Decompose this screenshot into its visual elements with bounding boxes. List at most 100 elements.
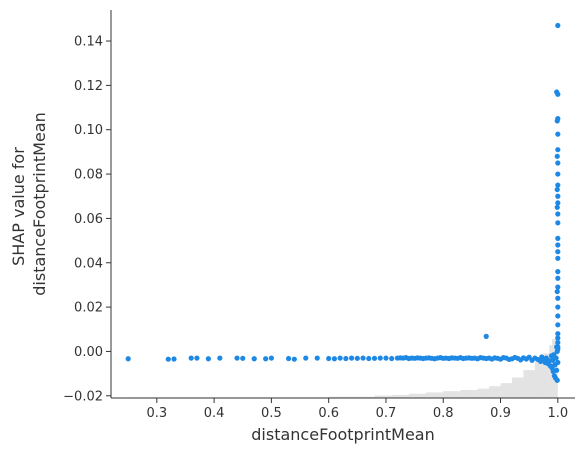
- scatter-points-layer: [125, 22, 561, 383]
- y-tick-label: 0.10: [74, 123, 103, 138]
- y-tick-label: 0.02: [74, 301, 103, 316]
- data-point: [554, 153, 560, 159]
- data-point: [555, 211, 561, 217]
- x-tick-label: 0.8: [433, 406, 454, 421]
- x-tick-label: 0.6: [318, 406, 339, 421]
- data-point: [389, 355, 395, 362]
- data-point: [555, 160, 561, 166]
- data-point: [555, 359, 561, 366]
- histogram-bar: [460, 389, 478, 398]
- y-tick-label: −0.02: [63, 389, 103, 404]
- histogram-bar: [523, 370, 535, 398]
- histogram-bar: [534, 362, 544, 398]
- data-point: [263, 356, 269, 362]
- data-point: [555, 335, 561, 341]
- data-point: [234, 355, 240, 361]
- y-tick-label: 0.08: [74, 168, 103, 183]
- x-tick-label: 0.9: [490, 406, 511, 421]
- data-point: [331, 356, 338, 362]
- data-point: [354, 355, 360, 361]
- data-point: [251, 356, 257, 362]
- data-point: [194, 355, 200, 361]
- y-axis-title-line-1: SHAP value for: [9, 147, 28, 266]
- data-point: [555, 255, 561, 261]
- histogram-bar: [408, 393, 427, 398]
- data-point: [171, 356, 177, 362]
- data-point: [326, 355, 332, 362]
- x-tick-label: 0.3: [146, 406, 167, 421]
- data-point: [337, 355, 343, 361]
- data-point: [555, 339, 561, 346]
- data-point: [555, 171, 561, 177]
- x-tick-label: 0.4: [204, 406, 225, 421]
- data-point: [165, 356, 171, 362]
- data-point: [291, 356, 297, 362]
- data-point: [371, 355, 378, 361]
- axes-layer: [110, 10, 575, 399]
- data-point: [555, 147, 561, 153]
- histogram-bar: [554, 336, 558, 398]
- data-point: [555, 346, 561, 352]
- data-point: [483, 333, 489, 339]
- data-point: [555, 284, 561, 290]
- y-tick-label: 0.00: [74, 345, 103, 360]
- histogram-bar: [500, 383, 512, 398]
- histogram-bar: [391, 394, 409, 398]
- data-point: [555, 91, 561, 97]
- histogram-bar: [511, 377, 524, 398]
- y-tick-label: 0.04: [74, 256, 103, 271]
- y-ticks: −0.02 0.00 0.02 0.04 0.06 0.08 0.10 0.12 0.14: [63, 35, 111, 404]
- data-point: [555, 313, 561, 319]
- data-point: [554, 288, 560, 295]
- data-point: [125, 356, 131, 362]
- data-point: [555, 220, 561, 226]
- histogram-bar: [543, 353, 550, 398]
- data-point: [268, 355, 274, 361]
- data-point: [554, 367, 560, 373]
- data-point: [554, 204, 560, 210]
- data-point: [555, 200, 561, 206]
- data-point: [554, 377, 560, 383]
- data-point: [554, 118, 560, 124]
- data-point: [555, 242, 561, 248]
- data-point: [555, 269, 561, 275]
- data-point: [377, 355, 383, 361]
- data-point: [555, 235, 561, 241]
- data-point: [240, 355, 246, 361]
- x-tick-label: 0.5: [261, 406, 282, 421]
- data-point: [285, 355, 292, 362]
- x-tick-label: 0.7: [376, 406, 397, 421]
- histogram-bar: [328, 396, 358, 398]
- data-point: [555, 304, 561, 310]
- data-point: [555, 182, 561, 188]
- histogram-layer: [128, 336, 558, 398]
- data-point: [217, 355, 223, 361]
- y-axis-title-line-2: distanceFootprintMean: [30, 112, 49, 295]
- histogram-bar: [489, 386, 501, 398]
- y-tick-label: 0.06: [74, 212, 103, 227]
- data-point: [555, 249, 561, 255]
- data-point: [555, 275, 561, 281]
- histogram-bar: [477, 388, 490, 398]
- data-point: [188, 355, 194, 361]
- data-point: [383, 355, 389, 361]
- data-point: [205, 356, 211, 362]
- data-point: [554, 186, 560, 193]
- data-point: [555, 193, 561, 199]
- histogram-bar: [443, 391, 461, 398]
- data-point: [553, 355, 559, 361]
- data-point: [366, 355, 372, 362]
- data-point: [343, 355, 349, 362]
- x-tick-label: 1.0: [547, 406, 568, 421]
- x-axis-title: distanceFootprintMean: [251, 425, 434, 444]
- data-point: [348, 355, 355, 361]
- y-tick-label: 0.12: [74, 79, 103, 94]
- y-axis-title: SHAP value for distanceFootprintMean: [9, 112, 49, 295]
- y-tick-label: 0.14: [74, 35, 103, 50]
- data-point: [303, 355, 309, 361]
- data-point: [314, 355, 320, 361]
- data-point: [555, 295, 561, 301]
- histogram-bar: [374, 395, 392, 398]
- histogram-bar: [426, 392, 444, 398]
- data-point: [555, 22, 561, 29]
